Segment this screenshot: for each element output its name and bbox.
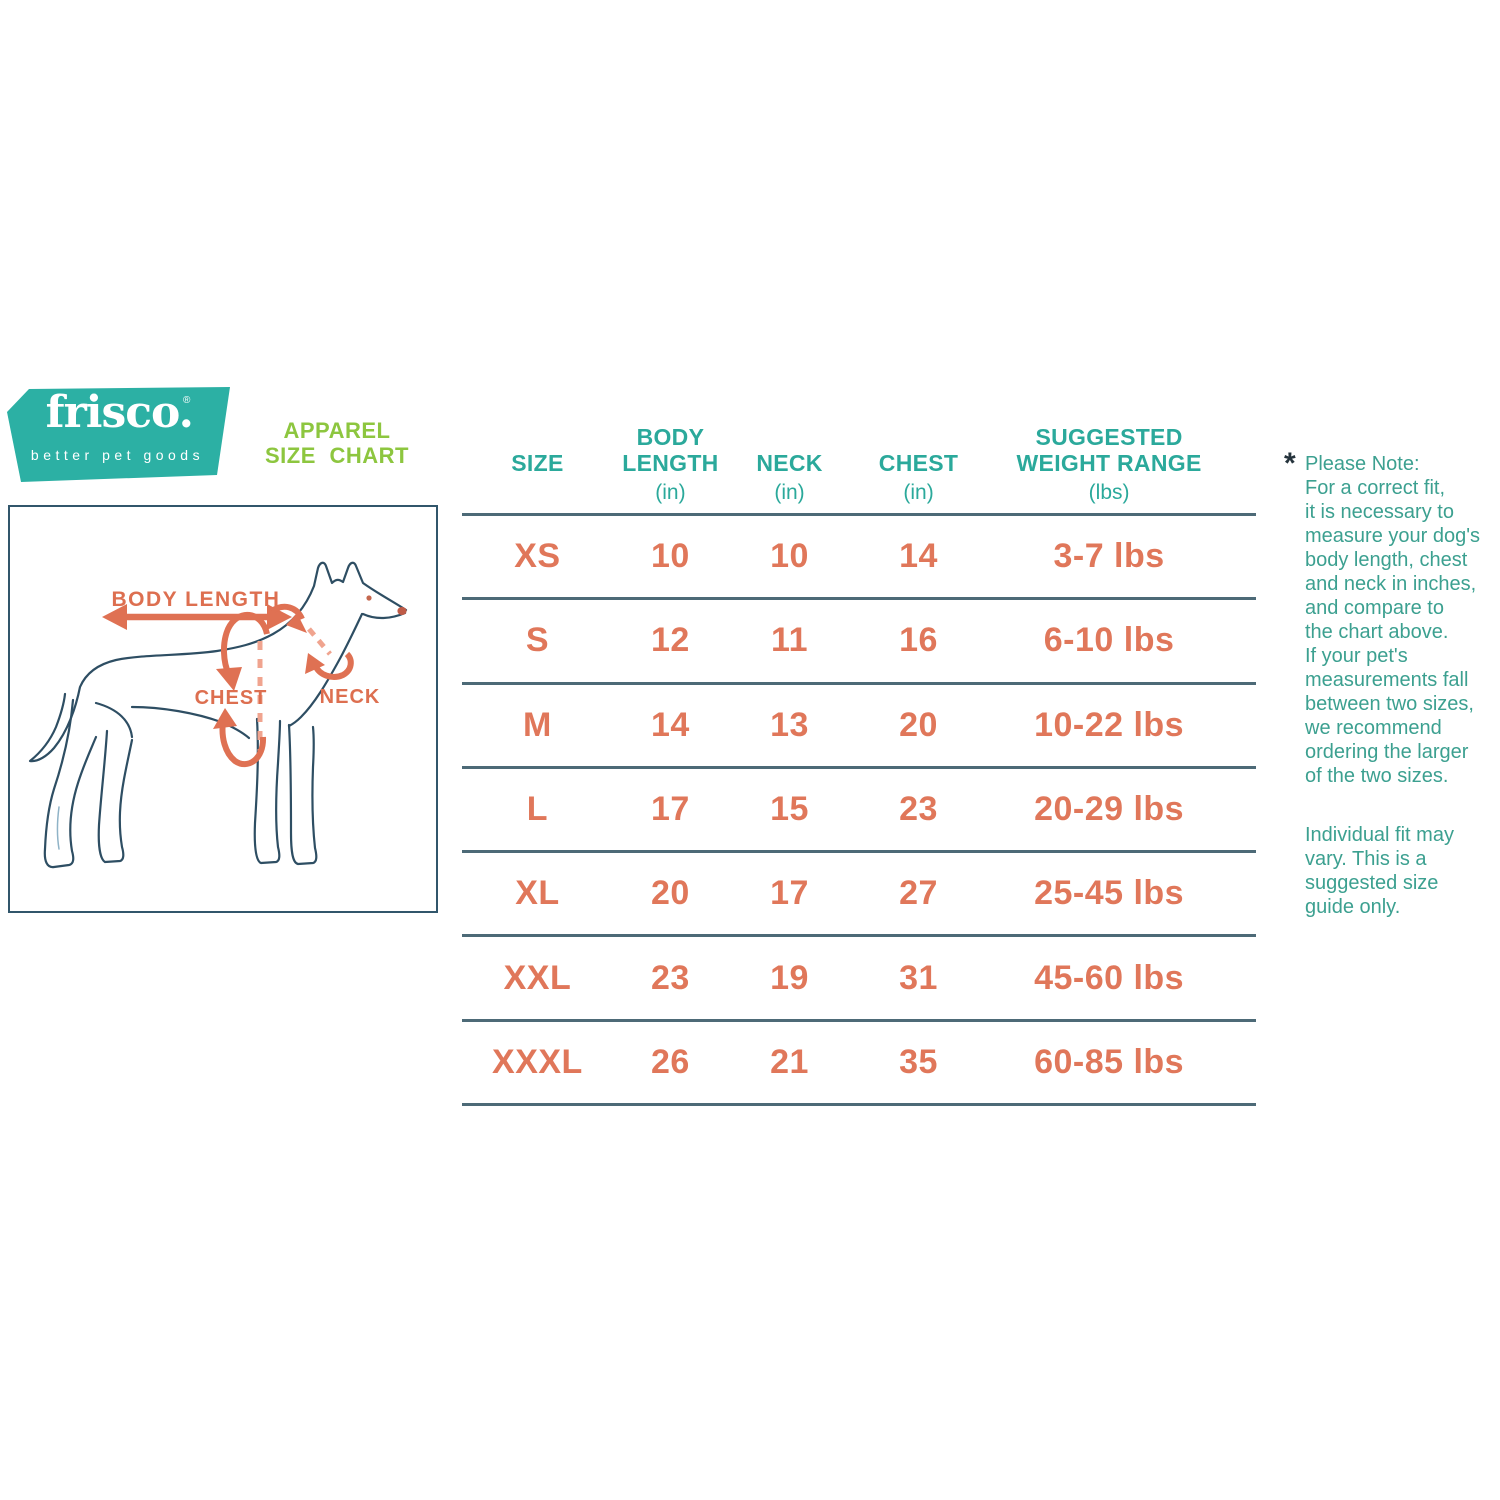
neck-upper-arc bbox=[270, 603, 305, 621]
brand-name: frisco.® bbox=[5, 391, 230, 435]
table-header-row: SIZE BODY LENGTH (in) NECK (in) CHEST (i… bbox=[462, 402, 1256, 513]
table-row-xl: XL 20 17 27 25-45 lbs bbox=[462, 853, 1256, 938]
cell-size: XS bbox=[514, 537, 561, 576]
cell-size: XXXL bbox=[492, 1042, 583, 1081]
cell-chest: 16 bbox=[899, 621, 938, 660]
brand-name-text: frisco. bbox=[45, 387, 194, 438]
cell-size: L bbox=[526, 790, 549, 829]
cell-chest: 23 bbox=[899, 790, 938, 829]
cell-weight: 60-85 lbs bbox=[1034, 1042, 1185, 1081]
chest-upper-arrowhead bbox=[216, 667, 242, 691]
dog-eye bbox=[366, 595, 372, 601]
cell-weight: 10-22 lbs bbox=[1034, 705, 1185, 744]
measurement-annotations: BODY LENGTH CHEST NECK bbox=[102, 588, 381, 768]
cell-chest: 14 bbox=[899, 537, 938, 576]
cell-neck: 17 bbox=[770, 874, 809, 913]
cell-neck: 19 bbox=[770, 958, 809, 997]
cell-chest: 31 bbox=[899, 958, 938, 997]
column-header-weight-range: SUGGESTED WEIGHT RANGE (lbs) bbox=[1016, 424, 1202, 504]
cell-neck: 13 bbox=[770, 705, 809, 744]
cell-size: XXL bbox=[503, 958, 572, 997]
title-line-size-chart: SIZE CHART bbox=[265, 442, 409, 468]
title-line-apparel: APPAREL bbox=[283, 418, 391, 443]
table-row-xxl: XXL 23 19 31 45-60 lbs bbox=[462, 937, 1256, 1022]
column-header-body-length: BODY LENGTH (in) bbox=[622, 424, 719, 504]
table-row-xs: XS 10 10 14 3-7 lbs bbox=[462, 516, 1256, 601]
neck-upper-arrowhead bbox=[286, 613, 307, 633]
dog-nose bbox=[397, 607, 407, 615]
cell-size: S bbox=[525, 621, 550, 660]
cell-neck: 11 bbox=[771, 621, 808, 660]
measurement-diagram: BODY LENGTH CHEST NECK bbox=[8, 505, 438, 913]
cell-chest: 27 bbox=[899, 874, 938, 913]
chest-upper-arc bbox=[221, 611, 270, 677]
cell-neck: 21 bbox=[770, 1042, 809, 1081]
body-length-arrowhead-left bbox=[102, 604, 127, 630]
dog-outline bbox=[28, 561, 408, 869]
cell-weight: 20-29 lbs bbox=[1034, 790, 1185, 829]
cell-body-length: 26 bbox=[651, 1042, 690, 1081]
registered-trademark-icon: ® bbox=[182, 395, 190, 406]
cell-chest: 35 bbox=[899, 1042, 938, 1081]
table-row-s: S 12 11 16 6-10 lbs bbox=[462, 600, 1256, 685]
page-title: APPAREL SIZE CHART bbox=[247, 418, 427, 469]
chest-lower-arrowhead bbox=[213, 708, 237, 729]
frisco-logo: frisco.® better pet goods bbox=[5, 386, 230, 482]
cell-body-length: 14 bbox=[651, 705, 690, 744]
cell-neck: 10 bbox=[770, 537, 809, 576]
table-row-xxxl: XXXL 26 21 35 60-85 lbs bbox=[462, 1022, 1256, 1107]
column-header-size: SIZE bbox=[511, 449, 564, 476]
column-header-neck: NECK (in) bbox=[756, 449, 823, 504]
cell-body-length: 20 bbox=[651, 874, 690, 913]
table-row-l: L 17 15 23 20-29 lbs bbox=[462, 769, 1256, 854]
cell-size: XL bbox=[515, 874, 560, 913]
cell-weight: 25-45 lbs bbox=[1034, 874, 1185, 913]
cell-chest: 20 bbox=[899, 705, 938, 744]
cell-body-length: 12 bbox=[651, 621, 690, 660]
body-length-label: BODY LENGTH bbox=[112, 588, 281, 611]
cell-body-length: 17 bbox=[651, 790, 690, 829]
neck-label: NECK bbox=[320, 686, 381, 708]
note-primary: Please Note: For a correct fit, it is ne… bbox=[1305, 453, 1481, 787]
dog-diagram-svg: BODY LENGTH CHEST NECK bbox=[28, 561, 408, 869]
cell-weight: 3-7 lbs bbox=[1053, 537, 1165, 576]
table-body: XS 10 10 14 3-7 lbs S 12 11 16 6-10 lbs … bbox=[462, 513, 1256, 1107]
cell-weight: 6-10 lbs bbox=[1043, 621, 1175, 660]
table-row-m: M 14 13 20 10-22 lbs bbox=[462, 685, 1256, 769]
column-header-chest: CHEST (in) bbox=[878, 449, 959, 504]
cell-body-length: 23 bbox=[651, 958, 690, 997]
cell-body-length: 10 bbox=[651, 537, 690, 576]
logo-banner-shape bbox=[7, 387, 230, 482]
chest-label: CHEST bbox=[195, 687, 268, 709]
cell-weight: 45-60 lbs bbox=[1034, 958, 1185, 997]
cell-size: M bbox=[523, 705, 552, 744]
neck-dashed-line bbox=[307, 627, 332, 656]
chest-lower-arc bbox=[219, 721, 266, 768]
neck-lower-arc bbox=[312, 651, 354, 680]
cell-neck: 15 bbox=[770, 790, 809, 829]
size-table: SIZE BODY LENGTH (in) NECK (in) CHEST (i… bbox=[462, 402, 1256, 1107]
neck-lower-arrowhead bbox=[305, 653, 325, 674]
note-secondary: Individual fit may vary. This is a sugge… bbox=[1305, 824, 1454, 918]
asterisk-mark: * bbox=[1284, 447, 1296, 480]
brand-tagline: better pet goods bbox=[30, 447, 205, 463]
